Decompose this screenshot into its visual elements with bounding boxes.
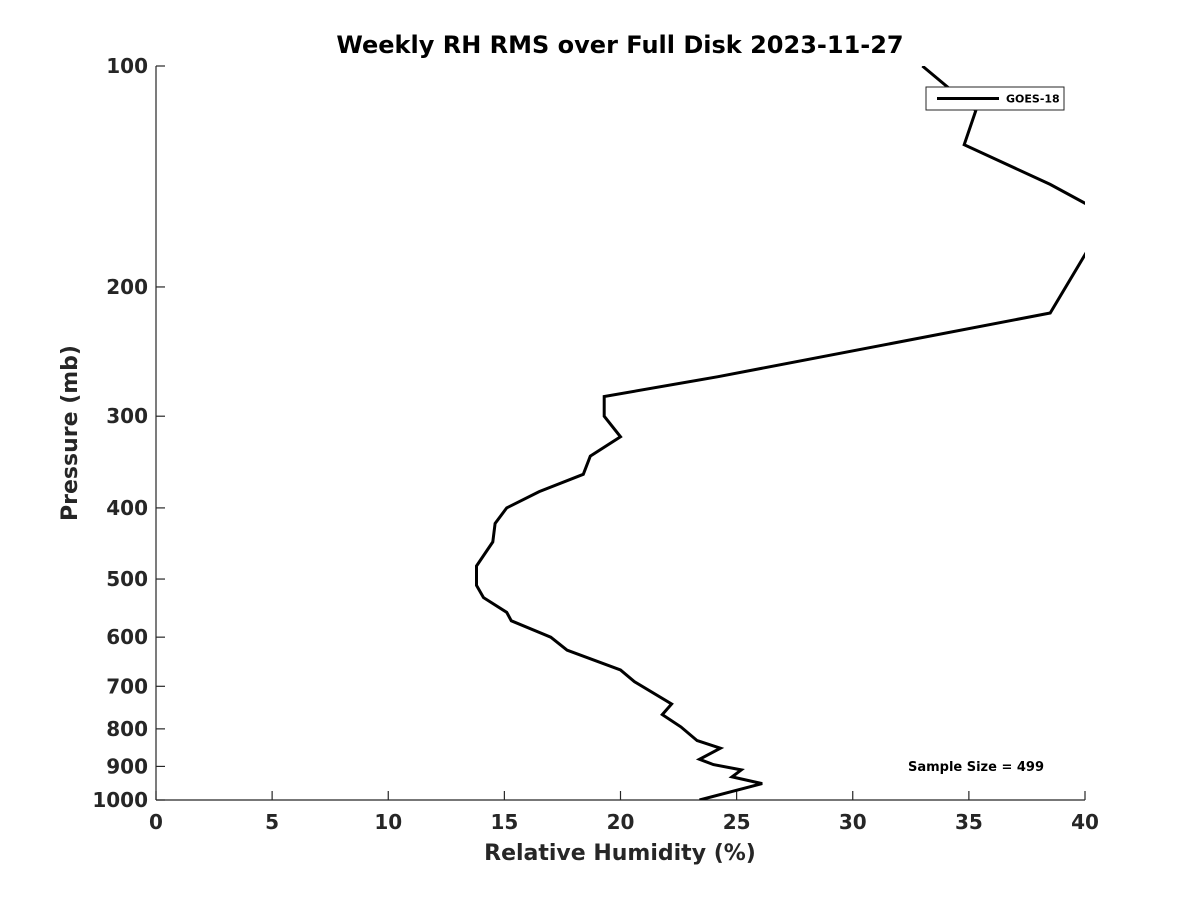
y-tick-label: 100	[106, 54, 148, 78]
x-tick-label: 30	[839, 810, 867, 834]
x-tick-label: 35	[955, 810, 983, 834]
x-tick-label: 10	[374, 810, 402, 834]
legend-label: GOES-18	[1006, 93, 1060, 106]
series-layer	[475, 66, 1085, 800]
y-tick-label: 500	[106, 567, 148, 591]
y-tick-label: 800	[106, 717, 148, 741]
y-axis-label: Pressure (mb)	[58, 345, 83, 521]
x-axis-label: Relative Humidity (%)	[484, 841, 756, 866]
sample-size-annotation: Sample Size = 499	[908, 760, 1044, 775]
x-tick-label: 15	[490, 810, 518, 834]
y-tick-label: 1000	[92, 788, 148, 812]
x-tick-label: 25	[723, 810, 751, 834]
y-ticks: 100 200 300 400 500 600 700 800 900 1000	[92, 54, 165, 812]
series-line-1	[475, 66, 1085, 800]
y-tick-label: 300	[106, 404, 148, 428]
x-tick-label: 20	[607, 810, 635, 834]
legend: GOES-18	[925, 86, 1065, 111]
x-tick-label: 0	[149, 810, 163, 834]
y-tick-label: 700	[106, 674, 148, 698]
y-tick-label: 400	[106, 496, 148, 520]
chart-title: Weekly RH RMS over Full Disk 2023-11-27	[336, 31, 903, 59]
y-tick-label: 200	[106, 275, 148, 299]
x-ticks: 0 5 10 15 20 25 30 35 40	[149, 791, 1099, 834]
y-tick-label: 600	[106, 625, 148, 649]
y-tick-label: 900	[106, 754, 148, 778]
x-tick-label: 5	[265, 810, 279, 834]
x-tick-label: 40	[1071, 810, 1099, 834]
